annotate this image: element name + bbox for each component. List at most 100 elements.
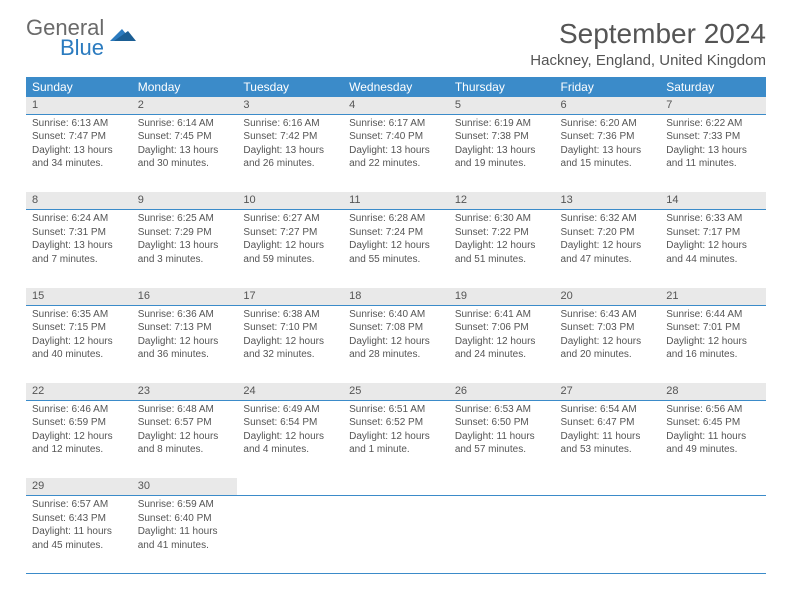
sunrise-line: Sunrise: 6:51 AM	[349, 403, 443, 417]
day-number-cell: 1	[26, 97, 132, 114]
daynum-row: 891011121314	[26, 192, 766, 209]
day-number-cell	[660, 478, 766, 495]
day-cell: Sunrise: 6:25 AMSunset: 7:29 PMDaylight:…	[132, 210, 238, 288]
sunrise-line: Sunrise: 6:16 AM	[243, 117, 337, 131]
col-wednesday: Wednesday	[343, 77, 449, 97]
week-row: Sunrise: 6:57 AMSunset: 6:43 PMDaylight:…	[26, 496, 766, 574]
sunset-line: Sunset: 6:59 PM	[32, 416, 126, 430]
day-number-cell: 14	[660, 192, 766, 209]
sunset-line: Sunset: 7:29 PM	[138, 226, 232, 240]
daylight-line: Daylight: 12 hours and 59 minutes.	[243, 239, 337, 266]
sunrise-line: Sunrise: 6:49 AM	[243, 403, 337, 417]
sunrise-line: Sunrise: 6:22 AM	[666, 117, 760, 131]
day-cell: Sunrise: 6:17 AMSunset: 7:40 PMDaylight:…	[343, 114, 449, 192]
daylight-line: Daylight: 13 hours and 34 minutes.	[32, 144, 126, 171]
month-title: September 2024	[530, 18, 766, 50]
day-cell: Sunrise: 6:49 AMSunset: 6:54 PMDaylight:…	[237, 400, 343, 478]
day-cell	[449, 496, 555, 574]
sunrise-line: Sunrise: 6:41 AM	[455, 308, 549, 322]
sunrise-line: Sunrise: 6:30 AM	[455, 212, 549, 226]
daylight-line: Daylight: 13 hours and 11 minutes.	[666, 144, 760, 171]
sunset-line: Sunset: 7:27 PM	[243, 226, 337, 240]
calendar-table: Sunday Monday Tuesday Wednesday Thursday…	[26, 77, 766, 574]
day-number-cell: 7	[660, 97, 766, 114]
day-number-cell: 26	[449, 383, 555, 400]
col-sunday: Sunday	[26, 77, 132, 97]
day-cell: Sunrise: 6:24 AMSunset: 7:31 PMDaylight:…	[26, 210, 132, 288]
sunset-line: Sunset: 7:13 PM	[138, 321, 232, 335]
day-number-cell: 16	[132, 288, 238, 305]
sunset-line: Sunset: 7:15 PM	[32, 321, 126, 335]
day-number-cell: 9	[132, 192, 238, 209]
day-cell: Sunrise: 6:22 AMSunset: 7:33 PMDaylight:…	[660, 114, 766, 192]
sunrise-line: Sunrise: 6:17 AM	[349, 117, 443, 131]
title-block: September 2024 Hackney, England, United …	[530, 18, 766, 69]
sunset-line: Sunset: 7:40 PM	[349, 130, 443, 144]
day-cell: Sunrise: 6:14 AMSunset: 7:45 PMDaylight:…	[132, 114, 238, 192]
day-number-cell: 10	[237, 192, 343, 209]
daylight-line: Daylight: 12 hours and 8 minutes.	[138, 430, 232, 457]
day-number-cell: 15	[26, 288, 132, 305]
day-cell	[555, 496, 661, 574]
daylight-line: Daylight: 12 hours and 55 minutes.	[349, 239, 443, 266]
day-number-cell: 28	[660, 383, 766, 400]
daylight-line: Daylight: 13 hours and 30 minutes.	[138, 144, 232, 171]
day-cell: Sunrise: 6:46 AMSunset: 6:59 PMDaylight:…	[26, 400, 132, 478]
day-cell: Sunrise: 6:16 AMSunset: 7:42 PMDaylight:…	[237, 114, 343, 192]
sunrise-line: Sunrise: 6:54 AM	[561, 403, 655, 417]
day-number-cell: 23	[132, 383, 238, 400]
day-number-cell	[237, 478, 343, 495]
daylight-line: Daylight: 12 hours and 28 minutes.	[349, 335, 443, 362]
col-tuesday: Tuesday	[237, 77, 343, 97]
day-cell: Sunrise: 6:41 AMSunset: 7:06 PMDaylight:…	[449, 305, 555, 383]
daylight-line: Daylight: 12 hours and 44 minutes.	[666, 239, 760, 266]
day-cell: Sunrise: 6:33 AMSunset: 7:17 PMDaylight:…	[660, 210, 766, 288]
sunrise-line: Sunrise: 6:35 AM	[32, 308, 126, 322]
logo-line2: Blue	[60, 38, 104, 58]
sunrise-line: Sunrise: 6:27 AM	[243, 212, 337, 226]
daylight-line: Daylight: 11 hours and 53 minutes.	[561, 430, 655, 457]
sunset-line: Sunset: 7:33 PM	[666, 130, 760, 144]
sunrise-line: Sunrise: 6:57 AM	[32, 498, 126, 512]
sunset-line: Sunset: 6:43 PM	[32, 512, 126, 526]
sunrise-line: Sunrise: 6:40 AM	[349, 308, 443, 322]
daynum-row: 2930	[26, 478, 766, 495]
location-text: Hackney, England, United Kingdom	[530, 52, 766, 69]
col-thursday: Thursday	[449, 77, 555, 97]
sunset-line: Sunset: 7:36 PM	[561, 130, 655, 144]
col-saturday: Saturday	[660, 77, 766, 97]
day-cell: Sunrise: 6:54 AMSunset: 6:47 PMDaylight:…	[555, 400, 661, 478]
sunset-line: Sunset: 6:47 PM	[561, 416, 655, 430]
sunset-line: Sunset: 6:40 PM	[138, 512, 232, 526]
sunrise-line: Sunrise: 6:13 AM	[32, 117, 126, 131]
sunrise-line: Sunrise: 6:36 AM	[138, 308, 232, 322]
sunrise-line: Sunrise: 6:25 AM	[138, 212, 232, 226]
day-cell: Sunrise: 6:44 AMSunset: 7:01 PMDaylight:…	[660, 305, 766, 383]
sunrise-line: Sunrise: 6:19 AM	[455, 117, 549, 131]
day-header-row: Sunday Monday Tuesday Wednesday Thursday…	[26, 77, 766, 97]
day-cell: Sunrise: 6:28 AMSunset: 7:24 PMDaylight:…	[343, 210, 449, 288]
day-cell: Sunrise: 6:13 AMSunset: 7:47 PMDaylight:…	[26, 114, 132, 192]
day-cell: Sunrise: 6:20 AMSunset: 7:36 PMDaylight:…	[555, 114, 661, 192]
daynum-row: 15161718192021	[26, 288, 766, 305]
sunset-line: Sunset: 7:22 PM	[455, 226, 549, 240]
sunset-line: Sunset: 7:08 PM	[349, 321, 443, 335]
day-number-cell: 25	[343, 383, 449, 400]
daylight-line: Daylight: 13 hours and 15 minutes.	[561, 144, 655, 171]
day-number-cell	[449, 478, 555, 495]
day-cell: Sunrise: 6:32 AMSunset: 7:20 PMDaylight:…	[555, 210, 661, 288]
day-cell: Sunrise: 6:27 AMSunset: 7:27 PMDaylight:…	[237, 210, 343, 288]
daylight-line: Daylight: 12 hours and 36 minutes.	[138, 335, 232, 362]
daylight-line: Daylight: 11 hours and 45 minutes.	[32, 525, 126, 552]
day-number-cell: 17	[237, 288, 343, 305]
day-cell	[660, 496, 766, 574]
day-number-cell: 5	[449, 97, 555, 114]
day-number-cell: 20	[555, 288, 661, 305]
day-number-cell: 27	[555, 383, 661, 400]
day-cell: Sunrise: 6:30 AMSunset: 7:22 PMDaylight:…	[449, 210, 555, 288]
day-number-cell: 4	[343, 97, 449, 114]
sunrise-line: Sunrise: 6:44 AM	[666, 308, 760, 322]
daylight-line: Daylight: 11 hours and 49 minutes.	[666, 430, 760, 457]
daylight-line: Daylight: 13 hours and 19 minutes.	[455, 144, 549, 171]
sunset-line: Sunset: 7:45 PM	[138, 130, 232, 144]
